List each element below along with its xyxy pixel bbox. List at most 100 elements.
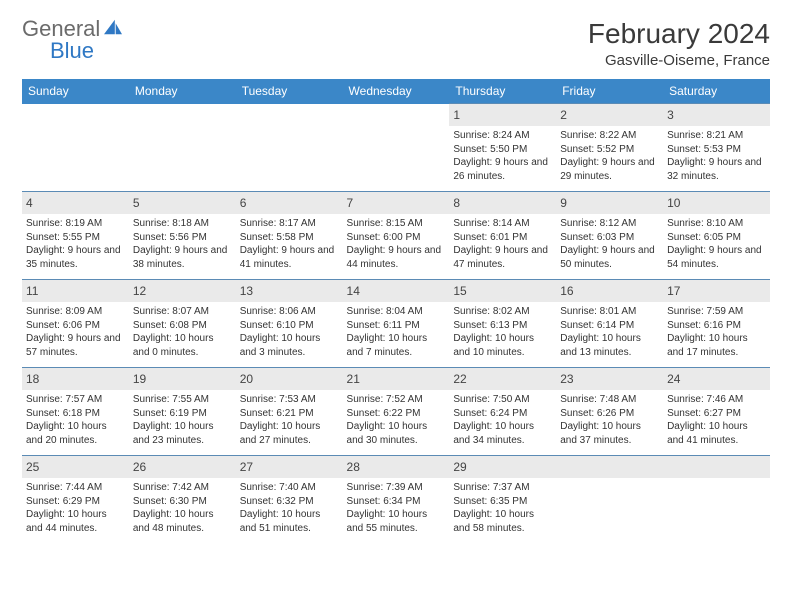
day-number: 15 (453, 284, 466, 298)
day-cell: 2Sunrise: 8:22 AMSunset: 5:52 PMDaylight… (556, 104, 663, 192)
day-header-thursday: Thursday (449, 79, 556, 104)
empty-cell (236, 104, 343, 192)
day-cell: 27Sunrise: 7:40 AMSunset: 6:32 PMDayligh… (236, 456, 343, 544)
day-cell: 21 Sunrise: 7:52 AMSunset: 6:22 PMDayligh… (343, 368, 450, 456)
day-cell: 1 Sunrise: 8:24 AMSunset: 5:50 PMDaylight… (449, 104, 556, 192)
day-number: 1 (453, 108, 460, 122)
calendar-table: SundayMondayTuesdayWednesdayThursdayFrid… (22, 79, 770, 544)
day-number-bar: 17 (663, 280, 770, 302)
day-cell: 19 Sunrise: 7:55 AMSunset: 6:19 PMDayligh… (129, 368, 236, 456)
day-number-bar: 10 (663, 192, 770, 214)
day-info: Sunrise: 8:17 AMSunset: 5:58 PMDaylight:… (240, 217, 339, 271)
day-number: 4 (26, 196, 33, 210)
day-number-bar: 15 (449, 280, 556, 302)
week-row: 4 Sunrise: 8:19 AMSunset: 5:55 PMDaylight… (22, 192, 770, 280)
day-number: 18 (26, 372, 39, 386)
day-number-bar: 23 (556, 368, 663, 390)
day-number-bar: 5 (129, 192, 236, 214)
day-cell: 16 Sunrise: 8:01 AMSunset: 6:14 PMDayligh… (556, 280, 663, 368)
day-cell: 9 Sunrise: 8:12 AMSunset: 6:03 PMDaylight… (556, 192, 663, 280)
day-number: 21 (347, 372, 360, 386)
day-number-bar: 13 (236, 280, 343, 302)
month-title: February 2024 (588, 18, 770, 50)
day-number-bar: 1 (449, 104, 556, 126)
week-row: 11 Sunrise: 8:09 AMSunset: 6:06 PMDayligh… (22, 280, 770, 368)
day-cell: 12 Sunrise: 8:07 AMSunset: 6:08 PMDayligh… (129, 280, 236, 368)
day-header-tuesday: Tuesday (236, 79, 343, 104)
day-info: Sunrise: 7:39 AMSunset: 6:34 PMDaylight:… (347, 481, 446, 535)
day-cell: 4 Sunrise: 8:19 AMSunset: 5:55 PMDaylight… (22, 192, 129, 280)
day-number: 6 (240, 196, 247, 210)
day-number: 24 (667, 372, 680, 386)
day-info: Sunrise: 8:04 AMSunset: 6:11 PMDaylight:… (347, 305, 446, 359)
day-info: Sunrise: 8:24 AMSunset: 5:50 PMDaylight:… (453, 129, 552, 183)
day-number-bar: 19 (129, 368, 236, 390)
day-info: Sunrise: 8:19 AMSunset: 5:55 PMDaylight:… (26, 217, 125, 271)
day-info: Sunrise: 7:46 AMSunset: 6:27 PMDaylight:… (667, 393, 766, 447)
empty-cell (343, 104, 450, 192)
day-number-bar: 6 (236, 192, 343, 214)
day-info: Sunrise: 8:10 AMSunset: 6:05 PMDaylight:… (667, 217, 766, 271)
day-cell: 20Sunrise: 7:53 AMSunset: 6:21 PMDayligh… (236, 368, 343, 456)
day-header-monday: Monday (129, 79, 236, 104)
day-number: 29 (453, 460, 466, 474)
day-number: 12 (133, 284, 146, 298)
day-header-wednesday: Wednesday (343, 79, 450, 104)
day-number: 2 (560, 108, 567, 122)
day-number: 8 (453, 196, 460, 210)
day-info: Sunrise: 8:07 AMSunset: 6:08 PMDaylight:… (133, 305, 232, 359)
day-number: 14 (347, 284, 360, 298)
day-number-bar: 14 (343, 280, 450, 302)
day-info: Sunrise: 7:52 AMSunset: 6:22 PMDaylight:… (347, 393, 446, 447)
day-info: Sunrise: 8:06 AMSunset: 6:10 PMDaylight:… (240, 305, 339, 359)
day-cell: 26Sunrise: 7:42 AMSunset: 6:30 PMDayligh… (129, 456, 236, 544)
day-cell: 3Sunrise: 8:21 AMSunset: 5:53 PMDaylight… (663, 104, 770, 192)
day-info: Sunrise: 8:14 AMSunset: 6:01 PMDaylight:… (453, 217, 552, 271)
day-number-bar: 11 (22, 280, 129, 302)
day-number-bar: 22 (449, 368, 556, 390)
day-number-bar: 12 (129, 280, 236, 302)
day-info: Sunrise: 8:01 AMSunset: 6:14 PMDaylight:… (560, 305, 659, 359)
day-info: Sunrise: 8:12 AMSunset: 6:03 PMDaylight:… (560, 217, 659, 271)
location-label: Gasville-Oiseme, France (588, 52, 770, 69)
day-cell: 7Sunrise: 8:15 AMSunset: 6:00 PMDaylight… (343, 192, 450, 280)
day-number: 26 (133, 460, 146, 474)
day-number-bar: 16 (556, 280, 663, 302)
day-cell: 11 Sunrise: 8:09 AMSunset: 6:06 PMDayligh… (22, 280, 129, 368)
day-number: 27 (240, 460, 253, 474)
day-info: Sunrise: 7:37 AMSunset: 6:35 PMDaylight:… (453, 481, 552, 535)
day-number: 13 (240, 284, 253, 298)
day-header-sunday: Sunday (22, 79, 129, 104)
day-info: Sunrise: 7:48 AMSunset: 6:26 PMDaylight:… (560, 393, 659, 447)
brand-text-blue: Blue (50, 38, 94, 63)
day-number-bar: 8 (449, 192, 556, 214)
day-number-bar: 27 (236, 456, 343, 478)
day-number: 10 (667, 196, 680, 210)
day-info: Sunrise: 8:09 AMSunset: 6:06 PMDaylight:… (26, 305, 125, 359)
day-number-bar: 4 (22, 192, 129, 214)
day-number: 23 (560, 372, 573, 386)
day-number-bar: 9 (556, 192, 663, 214)
day-info: Sunrise: 7:50 AMSunset: 6:24 PMDaylight:… (453, 393, 552, 447)
week-row: 18Sunrise: 7:57 AMSunset: 6:18 PMDayligh… (22, 368, 770, 456)
day-cell: 13 Sunrise: 8:06 AMSunset: 6:10 PMDayligh… (236, 280, 343, 368)
day-cell: 22 Sunrise: 7:50 AMSunset: 6:24 PMDayligh… (449, 368, 556, 456)
day-number-bar (663, 456, 770, 478)
day-header-saturday: Saturday (663, 79, 770, 104)
day-number-bar: 24 (663, 368, 770, 390)
day-number: 9 (560, 196, 567, 210)
day-number: 25 (26, 460, 39, 474)
brand-text-general: General (22, 18, 100, 40)
day-number-bar (556, 456, 663, 478)
day-info: Sunrise: 7:55 AMSunset: 6:19 PMDaylight:… (133, 393, 232, 447)
day-number-bar: 29 (449, 456, 556, 478)
day-number: 11 (26, 284, 38, 298)
day-number: 16 (560, 284, 573, 298)
empty-cell (129, 104, 236, 192)
title-block: February 2024 Gasville-Oiseme, France (588, 18, 770, 69)
day-number: 7 (347, 196, 354, 210)
day-number: 28 (347, 460, 360, 474)
day-number-bar: 2 (556, 104, 663, 126)
empty-cell (663, 456, 770, 544)
header: GeneralBlue February 2024 Gasville-Oisem… (22, 18, 770, 69)
